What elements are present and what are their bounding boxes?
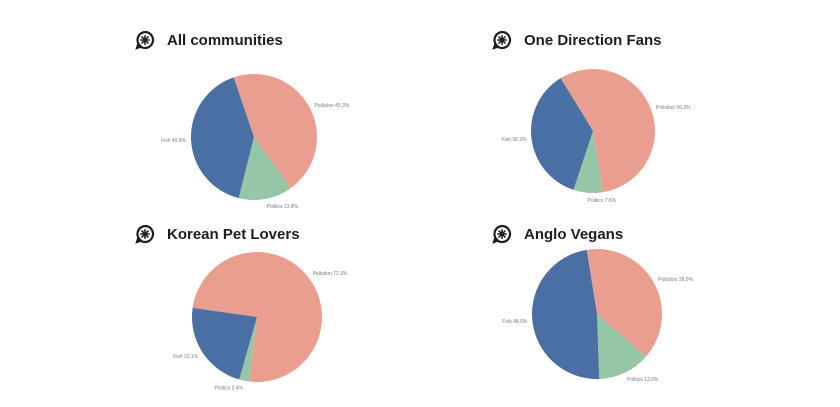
pie-chart: Pollution 39.0% Politics 13.0% Fish 48.0%: [502, 248, 694, 383]
community-logo-graphic: [492, 224, 512, 244]
community-logo-graphic: [492, 30, 512, 50]
pie-slice-politics: [239, 317, 257, 382]
slice-label-politics: Politics 2.4%: [214, 386, 243, 392]
panel-header: One Direction Fans: [492, 28, 662, 52]
panel-header: Anglo Vegans: [492, 222, 623, 246]
chart-panel-all-communities: All communities Pollution 45.3% Politics …: [135, 28, 475, 213]
community-logo-graphic: [135, 30, 155, 50]
community-logo-icon: [492, 224, 512, 244]
chart-panel-korean-pet-lovers: Korean Pet Lovers Pollution 72.3% Politic…: [135, 222, 475, 407]
slice-label-fish: Fish 48.0%: [502, 319, 528, 325]
slice-label-politics: Politics 13.0%: [627, 377, 659, 383]
chart-title: All communities: [167, 31, 283, 49]
pie-slice-pollution: [560, 69, 656, 193]
pie-slice-politics: [597, 314, 646, 379]
slice-label-fish: Fish 36.2%: [501, 137, 527, 143]
panel-header: All communities: [135, 28, 283, 52]
pie-slice-fish: [532, 249, 600, 379]
community-logo-icon: [135, 30, 155, 50]
pie-slice-pollution: [586, 248, 663, 357]
panel-header: Korean Pet Lovers: [135, 222, 300, 246]
pie-slice-pollution: [192, 252, 322, 383]
slice-label-politics: Politics 7.6%: [588, 198, 617, 204]
slice-label-politics: Politics 13.8%: [267, 204, 299, 210]
pie-slice-fish: [531, 78, 593, 190]
community-logo-graphic: [135, 224, 155, 244]
pie-slice-politics: [238, 137, 291, 200]
chart-title: One Direction Fans: [524, 31, 662, 49]
pie-chart: Pollution 45.3% Politics 13.8% Fish 40.8%: [161, 73, 350, 210]
slice-label-pollution: Pollution 45.3%: [314, 103, 349, 109]
slice-label-fish: Fish 22.1%: [173, 354, 199, 360]
pie-slice-fish: [190, 77, 254, 199]
pie-chart: Pollution 56.3% Politics 7.6% Fish 36.2%: [501, 69, 691, 204]
chart-panel-anglo-vegans: Anglo Vegans Pollution 39.0% Politics 13.…: [492, 222, 832, 407]
community-logo-icon: [492, 30, 512, 50]
chart-title: Korean Pet Lovers: [167, 225, 300, 243]
chart-panel-one-direction-fans: One Direction Fans Pollution 56.3% Politi…: [492, 28, 832, 213]
slice-label-fish: Fish 40.8%: [161, 138, 187, 144]
slice-label-pollution: Pollution 72.3%: [313, 271, 348, 277]
chart-title: Anglo Vegans: [524, 225, 624, 243]
pie-slice-politics: [573, 131, 603, 194]
slice-label-pollution: Pollution 39.0%: [658, 277, 693, 283]
slice-label-pollution: Pollution 56.3%: [656, 105, 691, 111]
pie-slice-pollution: [233, 73, 318, 189]
community-logo-icon: [135, 224, 155, 244]
pie-slice-fish: [191, 307, 257, 380]
pie-chart: Pollution 72.3% Politics 2.4% Fish 22.1%: [173, 252, 348, 392]
